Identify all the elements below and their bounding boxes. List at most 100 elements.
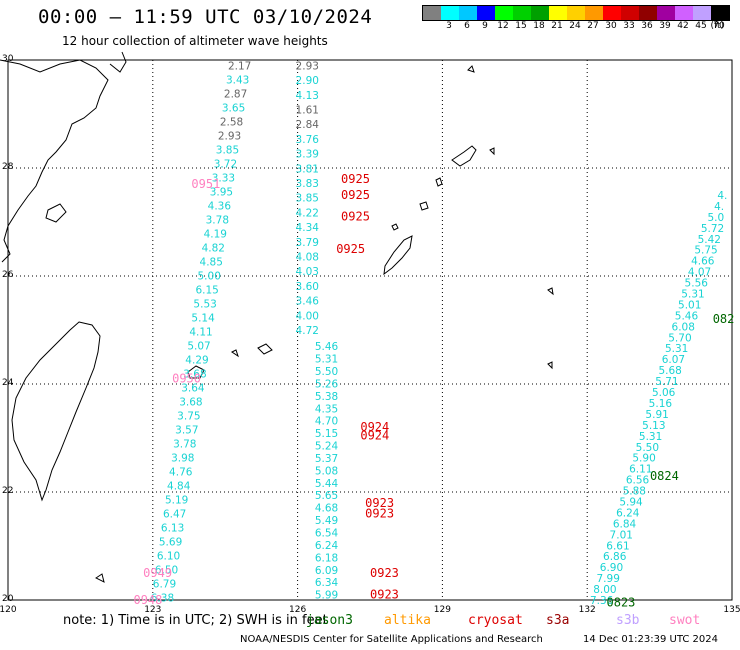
color-swatch xyxy=(603,6,621,20)
color-scale-labels: 3 6 9 12 15 18 21 24 27 30 33 36 39 42 45 70 (ft) xyxy=(422,21,728,33)
wave-height-value: 5.68 xyxy=(658,365,681,377)
wave-height-value: 5.31 xyxy=(665,343,688,355)
small-island-5 xyxy=(489,147,495,156)
color-swatch xyxy=(693,6,711,20)
wave-height-value: 5.99 xyxy=(315,590,338,602)
pass-number-label: 0951 xyxy=(191,177,220,191)
lon-label: 123 xyxy=(144,605,161,615)
wave-height-value: 3.57 xyxy=(175,424,198,436)
wave-height-value: 6.34 xyxy=(315,577,339,589)
footer-credit: NOAA/NESDIS Center for Satellite Applica… xyxy=(240,634,543,645)
wave-height-value: 5.56 xyxy=(685,278,709,290)
pass-number-label: 0950 xyxy=(172,372,201,386)
pass-number-label: 0923 xyxy=(370,588,399,602)
wave-height-value: 6.90 xyxy=(600,562,623,574)
lat-label: 22 xyxy=(2,486,13,496)
wave-height-value: 7.01 xyxy=(610,529,633,541)
wave-height-value: 4.07 xyxy=(688,267,711,279)
wave-height-value: 5.46 xyxy=(675,310,699,322)
wave-height-value: 5.31 xyxy=(315,354,338,366)
satellite-legend-s3b: s3b xyxy=(616,613,640,628)
wave-height-value: 3.83 xyxy=(296,178,319,190)
taiwan-coastline xyxy=(11,321,101,502)
wave-height-value: 4.85 xyxy=(200,256,223,268)
wave-height-value: 5.49 xyxy=(315,515,338,527)
wave-height-value: 1.61 xyxy=(296,105,319,117)
wave-height-value: 5.01 xyxy=(678,299,701,311)
color-scale-tick: 30 xyxy=(605,21,617,31)
wave-height-value: 3.60 xyxy=(296,281,319,293)
wave-height-value: 3.68 xyxy=(183,368,206,380)
color-swatch xyxy=(459,6,477,20)
wave-height-value: 5.15 xyxy=(315,428,338,440)
color-swatch xyxy=(585,6,603,20)
lon-label: 132 xyxy=(579,605,596,615)
color-scale-tick: 36 xyxy=(641,21,653,31)
small-island-6 xyxy=(231,349,239,358)
pass-number-label: 0924 xyxy=(360,420,389,434)
pass-number-label: 0925 xyxy=(341,172,370,186)
wave-height-value: 3.76 xyxy=(296,134,320,146)
color-scale-unit: (ft) xyxy=(710,21,725,31)
pass-number-label: 0923 xyxy=(365,496,394,510)
wave-height-value: 4.11 xyxy=(189,326,212,338)
color-scale-tick: 39 xyxy=(659,21,671,31)
lat-label: 26 xyxy=(2,270,14,280)
pass-number-label: 0924 xyxy=(360,428,389,442)
wave-height-value: 5.44 xyxy=(315,478,339,490)
wave-height-value: 2.93 xyxy=(296,60,319,72)
wave-height-value: 4. xyxy=(717,190,727,202)
footer-timestamp: 14 Dec 01:23:39 UTC 2024 xyxy=(583,634,718,645)
wave-height-value: 6.79 xyxy=(153,578,176,590)
small-island-3 xyxy=(391,223,399,231)
color-scale-tick: 24 xyxy=(569,21,581,31)
chart-subtitle: 12 hour collection of altimeter wave hei… xyxy=(62,34,328,48)
color-scale-tick: 45 xyxy=(695,21,707,31)
wave-height-value: 2.90 xyxy=(296,75,319,87)
small-island-4 xyxy=(467,65,475,73)
lon-label: 129 xyxy=(434,605,451,615)
wave-height-value: 2.87 xyxy=(224,88,247,100)
color-scale-tick: 18 xyxy=(533,21,545,31)
wave-height-value: 5.65 xyxy=(315,490,338,502)
wave-height-value: 3.65 xyxy=(222,102,245,114)
wave-height-value: 3.68 xyxy=(179,396,202,408)
wave-height-value: 5.94 xyxy=(619,496,643,508)
wave-height-value: 4.84 xyxy=(167,480,191,492)
pass-number-label: 0823 xyxy=(607,596,636,610)
wave-height-value: 4.70 xyxy=(315,416,338,428)
wave-height-value: 5.24 xyxy=(315,441,339,453)
wave-height-value: 2.58 xyxy=(220,116,243,128)
wave-height-value: 4.82 xyxy=(202,242,225,254)
wave-height-value: 5.75 xyxy=(694,245,717,257)
wave-height-value: 6.13 xyxy=(161,522,184,534)
pass-number-label: 0925 xyxy=(336,242,365,256)
color-swatch xyxy=(495,6,513,20)
color-swatch xyxy=(513,6,531,20)
wave-height-value: 5.88 xyxy=(623,486,646,498)
china-coastline-2 xyxy=(109,51,127,73)
wave-height-value: 6.56 xyxy=(626,475,650,487)
wave-height-value: 5.31 xyxy=(681,289,704,301)
wave-height-value: 5.53 xyxy=(193,298,216,310)
wave-height-value: 2.93 xyxy=(218,130,241,142)
color-swatch xyxy=(423,6,441,20)
color-swatch xyxy=(531,6,549,20)
wave-height-value: 5.46 xyxy=(315,341,339,353)
wave-height-value: 6.07 xyxy=(662,354,685,366)
wave-height-value: 6.11 xyxy=(629,464,652,476)
wave-height-value: 6.24 xyxy=(315,540,339,552)
wave-height-value: 5.69 xyxy=(159,536,182,548)
color-swatch xyxy=(657,6,675,20)
wave-height-value: 7.36 xyxy=(590,595,614,607)
wave-height-value: 3.81 xyxy=(296,163,319,175)
wave-height-value: 4.03 xyxy=(296,266,319,278)
wave-height-value: 6.38 xyxy=(151,592,174,604)
satellite-legend-cryosat: cryosat xyxy=(468,613,523,628)
color-scale-tick: 6 xyxy=(464,21,470,31)
wave-height-value: 4. xyxy=(714,201,724,213)
pass-number-label: 0925 xyxy=(341,188,370,202)
color-scale-tick: 3 xyxy=(446,21,452,31)
wave-height-value: 6.10 xyxy=(157,550,180,562)
daito-island xyxy=(547,287,554,296)
